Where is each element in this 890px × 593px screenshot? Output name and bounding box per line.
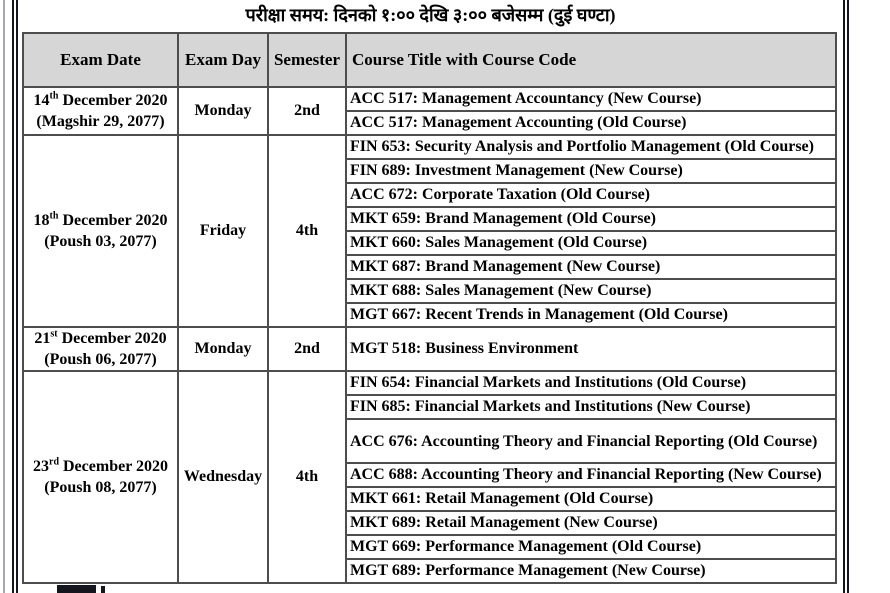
header-course-title: Course Title with Course Code xyxy=(345,32,837,88)
left-page-rule xyxy=(3,0,5,593)
date-nepali: (Poush 08, 2077) xyxy=(44,479,157,496)
table-row: ACC 517: Management Accounting (Old Cour… xyxy=(23,110,837,136)
course-cell: FIN 685: Financial Markets and Instituti… xyxy=(345,394,837,420)
table-row: MKT 660: Sales Management (Old Course) xyxy=(23,230,837,256)
date-nepali: (Magshir 29, 2077) xyxy=(36,113,165,130)
table-row: MKT 688: Sales Management (New Course) xyxy=(23,278,837,304)
course-cell: MKT 659: Brand Management (Old Course) xyxy=(345,206,837,232)
exam-date-cell: 14th December 2020 (Magshir 29, 2077) xyxy=(22,86,179,136)
table-row: ACC 672: Corporate Taxation (Old Course) xyxy=(23,182,837,208)
table-row: 21st December 2020 (Poush 06, 2077) Mond… xyxy=(22,326,837,372)
course-cell: ACC 517: Management Accounting (Old Cour… xyxy=(345,110,837,136)
table-row: MGT 667: Recent Trends in Management (Ol… xyxy=(23,302,837,328)
course-cell: ACC 676: Accounting Theory and Financial… xyxy=(345,418,837,464)
date-month-year: December 2020 xyxy=(62,212,168,229)
course-cell: MKT 687: Brand Management (New Course) xyxy=(345,254,837,280)
semester-cell: 2nd xyxy=(267,86,347,136)
table-row: ACC 688: Accounting Theory and Financial… xyxy=(23,462,837,488)
date-ordinal: th xyxy=(49,90,59,102)
outer-double-border-right xyxy=(843,0,849,593)
table-row: MKT 687: Brand Management (New Course) xyxy=(23,254,837,280)
course-cell: MGT 667: Recent Trends in Management (Ol… xyxy=(345,302,837,328)
outer-double-border-left xyxy=(12,0,18,593)
exam-day-cell: Monday xyxy=(177,326,269,372)
date-ordinal: rd xyxy=(49,456,59,468)
course-cell: MGT 669: Performance Management (Old Cou… xyxy=(345,534,837,560)
table-row: 23rd December 2020 (Poush 08, 2077) Wedn… xyxy=(22,370,837,584)
course-cell: FIN 653: Security Analysis and Portfolio… xyxy=(345,134,837,160)
course-cell: MKT 660: Sales Management (Old Course) xyxy=(345,230,837,256)
header-exam-day: Exam Day xyxy=(177,32,269,88)
course-cell: MGT 518: Business Environment xyxy=(345,326,837,372)
date-nepali: (Poush 06, 2077) xyxy=(44,351,157,368)
course-cell: ACC 517: Management Accountancy (New Cou… xyxy=(345,86,837,112)
exam-date-cell: 23rd December 2020 (Poush 08, 2077) xyxy=(22,370,179,584)
date-nepali: (Poush 03, 2077) xyxy=(44,233,157,250)
table-row: MGT 669: Performance Management (Old Cou… xyxy=(23,534,837,560)
table-row: 18th December 2020 (Poush 03, 2077) Frid… xyxy=(22,134,837,328)
exam-schedule-table: Exam Date Exam Day Semester Course Title… xyxy=(22,32,837,584)
header-semester: Semester xyxy=(267,32,347,88)
course-cell: FIN 689: Investment Management (New Cour… xyxy=(345,158,837,184)
semester-cell: 4th xyxy=(267,134,347,328)
table-row: FIN 685: Financial Markets and Instituti… xyxy=(23,394,837,420)
exam-time-title: परीक्षा समय: दिनको १:०० देखि ३:०० बजेसम्… xyxy=(245,5,616,25)
table-row: FIN 689: Investment Management (New Cour… xyxy=(23,158,837,184)
header-row: Exam Date Exam Day Semester Course Title… xyxy=(22,32,837,88)
table-row: ACC 676: Accounting Theory and Financial… xyxy=(23,418,837,464)
course-cell: MKT 689: Retail Management (New Course) xyxy=(345,510,837,536)
exam-date-cell: 21st December 2020 (Poush 06, 2077) xyxy=(22,326,179,372)
date-month-year: December 2020 xyxy=(61,330,167,347)
cutoff-text-fragment xyxy=(101,586,105,593)
date-day-number: 18 xyxy=(33,212,50,229)
table-row: MGT 689: Performance Management (New Cou… xyxy=(23,558,837,584)
course-cell: ACC 672: Corporate Taxation (Old Course) xyxy=(345,182,837,208)
exam-day-cell: Friday xyxy=(177,134,269,328)
header-exam-date: Exam Date xyxy=(22,32,179,88)
date-day-number: 21 xyxy=(34,330,51,347)
table-row: MKT 689: Retail Management (New Course) xyxy=(23,510,837,536)
exam-day-cell: Monday xyxy=(177,86,269,136)
date-ordinal: th xyxy=(49,210,59,222)
course-cell: FIN 654: Financial Markets and Instituti… xyxy=(345,370,837,396)
date-day-number: 14 xyxy=(33,92,50,109)
course-cell: MKT 661: Retail Management (Old Course) xyxy=(345,486,837,512)
cutoff-text-fragment xyxy=(57,585,96,593)
course-cell: ACC 688: Accounting Theory and Financial… xyxy=(345,462,837,488)
date-month-year: December 2020 xyxy=(63,458,168,475)
exam-day-cell: Wednesday xyxy=(177,370,269,584)
table-row: 14th December 2020 (Magshir 29, 2077) Mo… xyxy=(22,86,837,136)
exam-date-cell: 18th December 2020 (Poush 03, 2077) xyxy=(22,134,179,328)
course-cell: MKT 688: Sales Management (New Course) xyxy=(345,278,837,304)
date-ordinal: st xyxy=(50,328,58,340)
semester-cell: 2nd xyxy=(267,326,347,372)
table-row: MKT 659: Brand Management (Old Course) xyxy=(23,206,837,232)
semester-cell: 4th xyxy=(267,370,347,584)
table-row: MKT 661: Retail Management (Old Course) xyxy=(23,486,837,512)
course-cell: MGT 689: Performance Management (New Cou… xyxy=(345,558,837,584)
date-month-year: December 2020 xyxy=(62,92,168,109)
date-day-number: 23 xyxy=(33,458,49,475)
